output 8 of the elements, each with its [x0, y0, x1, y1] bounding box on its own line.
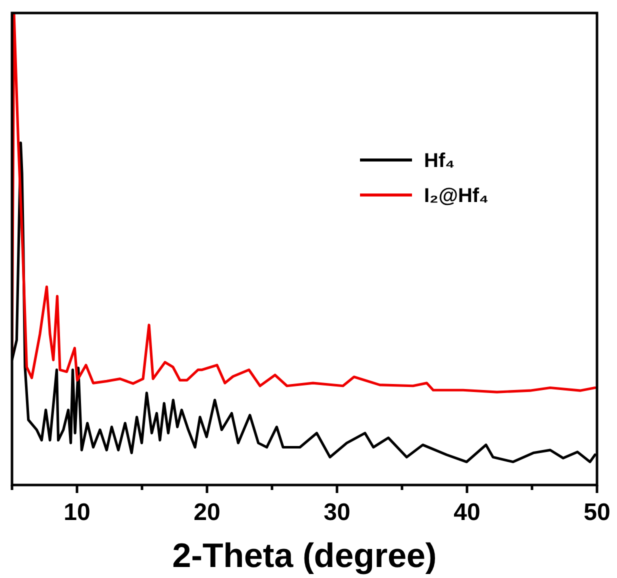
- x-axis-title: 2-Theta (degree): [172, 537, 437, 575]
- x-tick-label: 10: [64, 499, 90, 526]
- x-tick-label: 20: [194, 499, 220, 526]
- legend-label: I₂@Hf₄: [424, 185, 489, 207]
- x-tick-label: 30: [324, 499, 350, 526]
- legend-label: Hf₄: [424, 150, 455, 172]
- x-tick-label: 50: [584, 499, 610, 526]
- x-tick-label: 40: [454, 499, 480, 526]
